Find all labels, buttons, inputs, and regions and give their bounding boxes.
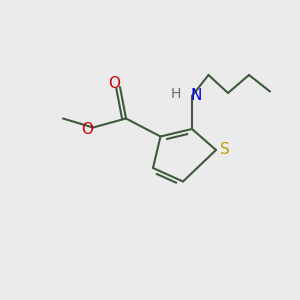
- Text: N: N: [191, 88, 202, 104]
- Text: O: O: [108, 76, 120, 92]
- Text: H: H: [170, 88, 181, 101]
- Text: O: O: [82, 122, 94, 136]
- Text: S: S: [220, 142, 229, 158]
